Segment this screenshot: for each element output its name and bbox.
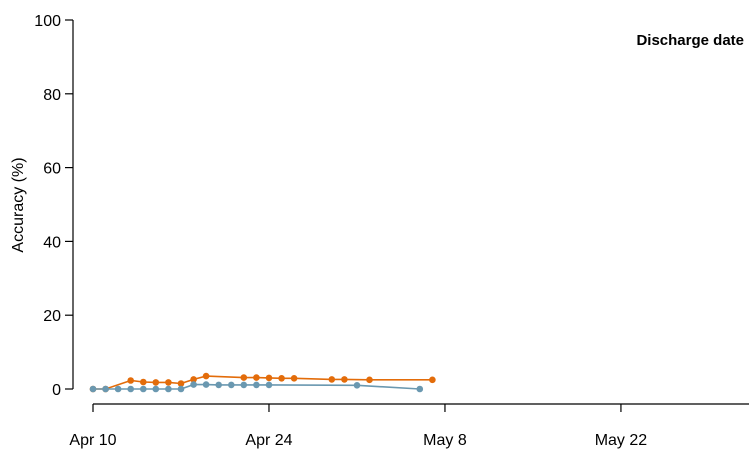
data-point [278,375,285,382]
data-point [341,376,348,383]
data-point [228,381,235,389]
data-point [165,385,172,393]
y-tick-label: 20 [43,308,61,325]
data-point [265,381,273,389]
x-tick-label: May 8 [423,432,467,449]
data-point [89,385,97,393]
data-point [114,385,122,393]
x-tick-label: Apr 24 [245,432,292,449]
y-tick-label: 0 [52,382,61,399]
data-point [202,372,210,380]
y-tick-label: 100 [34,13,61,30]
y-tick-label: 80 [43,87,61,104]
chart-title: Discharge date [636,32,744,49]
data-point [265,374,273,382]
data-point [177,385,185,393]
data-point [152,385,160,393]
data-point [127,377,134,384]
data-point [429,376,436,384]
data-point [253,374,260,381]
data-point [177,380,185,387]
x-tick-label: Apr 10 [69,432,116,449]
data-point [366,376,373,384]
x-tick-label: May 22 [595,432,648,449]
chart-axes: 0 20 40 60 80 100 Apr 10 Apr 24 May 8 May 22 [34,13,749,449]
data-point [253,381,260,389]
data-point [416,385,424,393]
data-point [202,381,210,388]
data-point [152,379,160,386]
data-point [290,375,298,382]
y-tick-label: 40 [43,234,61,251]
data-point [140,378,147,386]
data-point [215,381,222,389]
data-point [140,385,147,393]
series-2 [89,381,424,393]
data-point [102,385,109,393]
data-point [328,376,336,383]
y-tick-label: 60 [43,161,61,178]
data-point [165,379,172,386]
y-axis-title: Accuracy (%) [10,157,27,252]
data-point [190,376,197,383]
data-point [353,382,361,389]
data-point [190,381,197,388]
data-point [240,374,248,381]
data-point [127,385,134,393]
chart-series-layer [89,372,436,393]
data-point [240,381,248,389]
